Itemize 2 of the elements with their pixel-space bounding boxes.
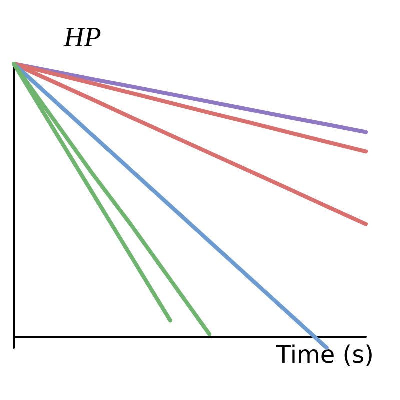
x-axis-title: Time (s) xyxy=(275,341,374,370)
y-axis-title: HP xyxy=(63,22,102,54)
